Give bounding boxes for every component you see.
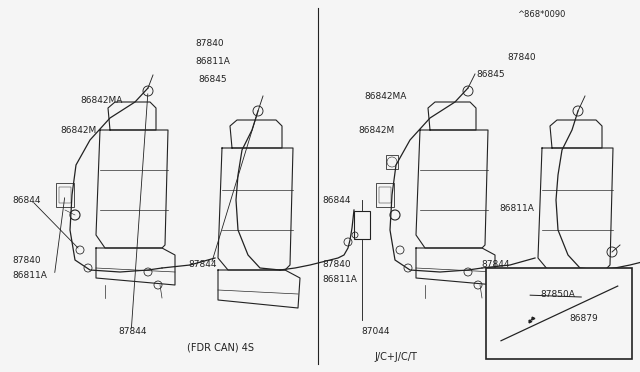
Text: 86842MA: 86842MA (80, 96, 122, 105)
Text: 86811A: 86811A (13, 271, 47, 280)
Text: 86879: 86879 (570, 314, 598, 323)
Text: 87840: 87840 (195, 39, 224, 48)
Text: 87840: 87840 (507, 53, 536, 62)
Bar (354, 211, 370, 239)
Text: 87840: 87840 (13, 256, 42, 265)
Bar (379, 187, 391, 203)
Text: 86811A: 86811A (499, 204, 534, 213)
Text: (FDR CAN) 4S: (FDR CAN) 4S (188, 343, 254, 353)
Text: 87840: 87840 (322, 260, 351, 269)
Text: 87844: 87844 (118, 327, 147, 336)
Text: 86842M: 86842M (358, 126, 395, 135)
Bar (59, 187, 71, 203)
Text: ^868*0090: ^868*0090 (516, 10, 565, 19)
Text: 86845: 86845 (477, 70, 506, 79)
Bar (486, 268, 632, 359)
Text: 86811A: 86811A (322, 275, 356, 283)
Text: 87844: 87844 (481, 260, 510, 269)
Bar (56, 183, 74, 207)
Text: 86842M: 86842M (61, 126, 97, 135)
Text: 86811A: 86811A (195, 57, 230, 66)
Bar (376, 183, 394, 207)
Text: 86842MA: 86842MA (365, 92, 407, 101)
Text: 87044: 87044 (362, 327, 390, 336)
Text: 87844: 87844 (189, 260, 218, 269)
Text: 86844: 86844 (13, 196, 42, 205)
Bar (386, 155, 398, 169)
Text: 86844: 86844 (322, 196, 351, 205)
Text: 87850A: 87850A (541, 291, 575, 299)
Text: 86845: 86845 (198, 76, 227, 84)
Text: J/C+J/C/T: J/C+J/C/T (374, 352, 417, 362)
